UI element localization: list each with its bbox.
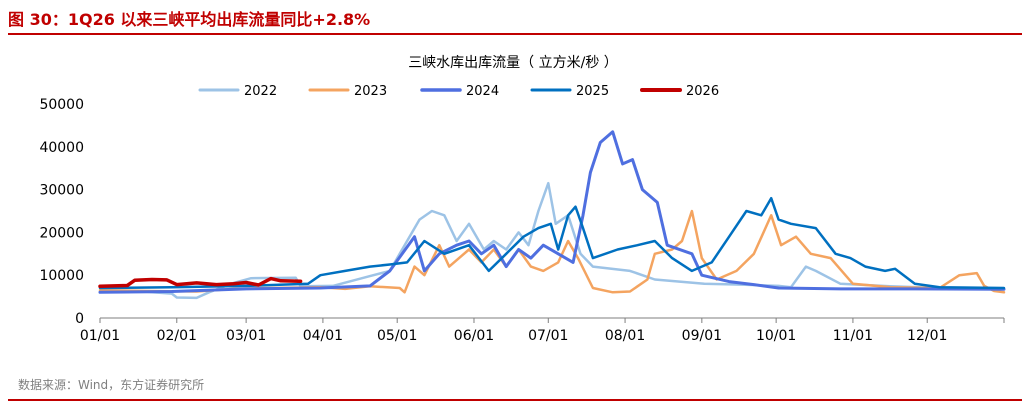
legend-label-2024: 2024 xyxy=(466,84,499,99)
series-line-2023 xyxy=(98,209,1006,294)
x-tick-label: 08/01 xyxy=(605,328,645,344)
y-tick-label: 20000 xyxy=(39,225,84,241)
y-axis: 0 10000 20000 30000 40000 50000 xyxy=(39,97,84,327)
legend: 2022 2023 2024 2025 2026 xyxy=(198,84,719,99)
y-tick-label: 50000 xyxy=(39,97,84,113)
x-tick-label: 01/01 xyxy=(80,328,120,344)
x-tick-label: 07/01 xyxy=(528,328,568,344)
x-tick-label: 03/01 xyxy=(226,328,266,344)
x-tick-label: 02/01 xyxy=(157,328,197,344)
x-tick-label: 06/01 xyxy=(454,328,494,344)
x-tick-label: 04/01 xyxy=(303,328,343,344)
series-line-2024 xyxy=(98,130,1006,294)
x-tick-label: 09/01 xyxy=(682,328,722,344)
series-line-2026 xyxy=(98,276,303,289)
legend-label-2025: 2025 xyxy=(576,84,609,99)
footer-divider xyxy=(8,399,1022,401)
y-tick-label: 10000 xyxy=(39,268,84,284)
title-divider xyxy=(8,33,1022,35)
source-note: 数据来源：Wind，东方证券研究所 xyxy=(18,378,205,392)
figure-title: 图 30：1Q26 以来三峡平均出库流量同比+2.8% xyxy=(8,10,371,29)
x-tick-label: 12/01 xyxy=(907,328,947,344)
legend-label-2023: 2023 xyxy=(354,84,387,99)
x-tick-label: 05/01 xyxy=(377,328,417,344)
plot-area xyxy=(98,130,1006,300)
x-axis: 01/01 02/01 03/01 04/01 05/01 06/01 07/01 08/01… xyxy=(80,317,1005,344)
x-tick-label: 10/01 xyxy=(756,328,796,344)
x-tick-label: 11/01 xyxy=(833,328,873,344)
chart-title: 三峡水库出库流量（ 立方米/秒 ） xyxy=(408,55,618,71)
y-tick-label: 0 xyxy=(75,311,84,327)
legend-label-2022: 2022 xyxy=(244,84,277,99)
series-line-2022 xyxy=(98,181,1006,300)
y-tick-label: 30000 xyxy=(39,183,84,199)
line-chart: 三峡水库出库流量（ 立方米/秒 ） 2022 2023 2024 2025 2026 0… xyxy=(39,55,1006,344)
legend-label-2026: 2026 xyxy=(686,84,719,99)
series-line-2025 xyxy=(98,196,1006,290)
y-tick-label: 40000 xyxy=(39,140,84,156)
